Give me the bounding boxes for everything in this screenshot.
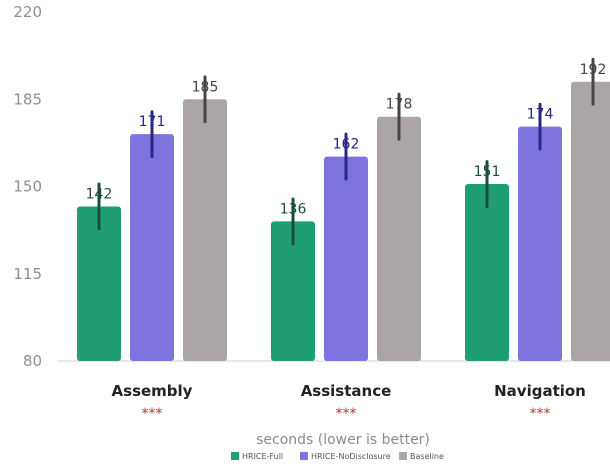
significance-stars: *** xyxy=(530,406,551,422)
data-label: 151 xyxy=(474,164,501,180)
data-label: 162 xyxy=(333,137,360,153)
category-label: Assembly xyxy=(112,382,193,400)
data-label: 171 xyxy=(139,114,166,130)
legend-label: Baseline xyxy=(410,452,444,461)
significance-stars: *** xyxy=(142,406,163,422)
bar-baseline-assistance xyxy=(377,116,421,361)
data-label: 142 xyxy=(86,186,113,202)
legend: HRICE-Full HRICE-NoDisclosure Baseline xyxy=(231,452,444,461)
x-axis-title: seconds (lower is better) xyxy=(256,432,430,448)
bar-hrice-full-assistance xyxy=(271,221,315,361)
y-tick-label: 185 xyxy=(13,90,42,108)
bar-hrice-full-navigation xyxy=(465,184,509,361)
data-label: 174 xyxy=(527,107,554,123)
y-tick-label: 115 xyxy=(13,265,42,283)
data-label: 178 xyxy=(386,97,413,113)
legend-label: HRICE-NoDisclosure xyxy=(311,452,391,461)
bar-baseline-navigation xyxy=(571,81,610,361)
legend-swatch xyxy=(399,452,407,460)
category-label: Assistance xyxy=(301,382,392,400)
bar-hrice-nodisclosure-assistance xyxy=(324,156,368,361)
bar-hrice-nodisclosure-navigation xyxy=(518,126,562,362)
y-tick-label: 150 xyxy=(13,178,42,196)
data-label: 136 xyxy=(280,201,307,217)
legend-label: HRICE-Full xyxy=(242,452,283,461)
bar-hrice-nodisclosure-assembly xyxy=(130,134,174,361)
bars-layer: 142 171 185 136 162 178 151 174 192 xyxy=(77,57,610,362)
data-label: 185 xyxy=(192,79,219,95)
bar-hrice-full-assembly xyxy=(77,206,121,361)
x-axis: Assembly *** Assistance *** Navigation *** xyxy=(112,382,586,422)
legend-swatch xyxy=(231,452,239,460)
y-tick-label: 80 xyxy=(23,352,42,370)
category-label: Navigation xyxy=(494,382,586,400)
bar-baseline-assembly xyxy=(183,99,227,361)
legend-swatch xyxy=(300,452,308,460)
significance-stars: *** xyxy=(336,406,357,422)
y-tick-label: 220 xyxy=(13,3,42,21)
data-label: 192 xyxy=(580,62,607,78)
